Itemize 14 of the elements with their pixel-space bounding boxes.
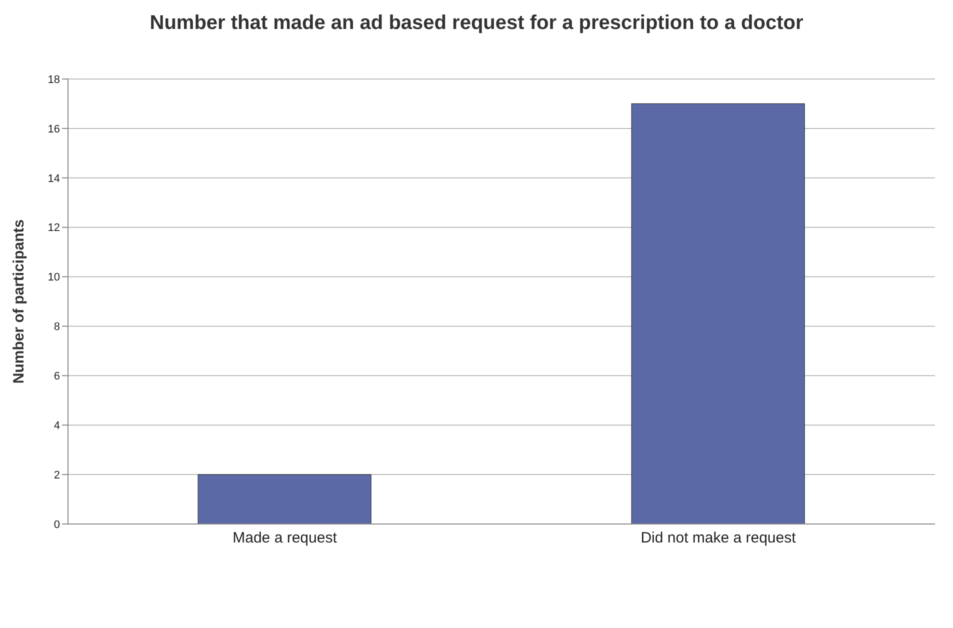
y-tick-label: 16 bbox=[48, 123, 60, 136]
y-tick-label: 8 bbox=[54, 321, 60, 334]
y-tick-label: 4 bbox=[54, 420, 60, 432]
y-tick-label: 10 bbox=[48, 272, 60, 284]
y-axis-title: Number of participants bbox=[10, 219, 28, 384]
x-tick-label: Made a request bbox=[232, 530, 338, 547]
y-tick-label: 18 bbox=[48, 74, 60, 86]
x-tick-label: Did not make a request bbox=[640, 530, 797, 547]
y-tick-label: 6 bbox=[54, 370, 60, 383]
y-tick-label: 12 bbox=[48, 222, 60, 234]
y-tick-label: 2 bbox=[54, 469, 60, 482]
y-tick-label: 14 bbox=[48, 172, 60, 185]
chart-title: Number that made an ad based request for a prescription to a doctor bbox=[148, 11, 804, 36]
y-tick-label: 0 bbox=[54, 518, 60, 531]
